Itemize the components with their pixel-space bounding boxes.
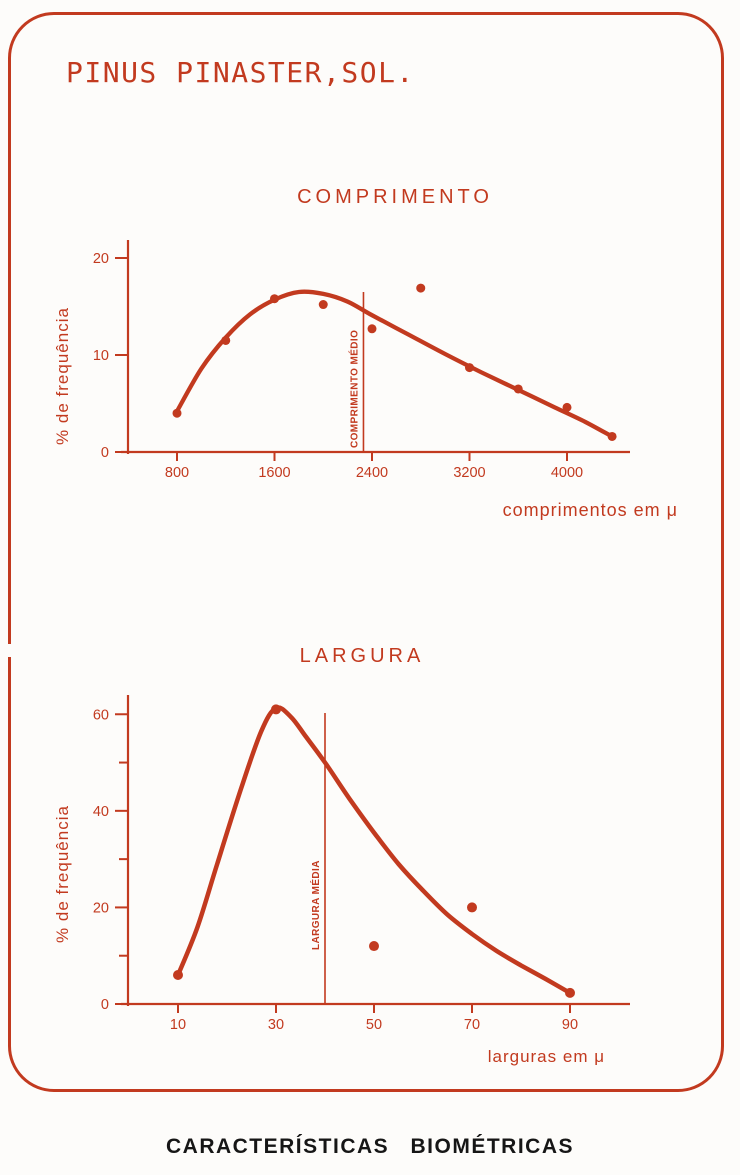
data-point bbox=[369, 941, 379, 952]
y-tick-label: 0 bbox=[101, 445, 109, 461]
page-title: PINUS PINASTER,SOL. bbox=[66, 56, 415, 89]
y-tick-label: 20 bbox=[93, 251, 109, 267]
x-tick-label: 30 bbox=[268, 1017, 284, 1033]
comprimento-chart-title: COMPRIMENTO bbox=[297, 186, 493, 208]
comprimento-x-axis-label: comprimentos em μ bbox=[502, 500, 678, 520]
data-point bbox=[221, 335, 231, 345]
plot-area: 0 20 40 60 10 30 50 70 90 LARGURA MÉDIA bbox=[93, 695, 630, 1033]
comprimento-chart: 0 10 20 800 1600 2400 3200 4000 COMPRIMENTO MÉDI… bbox=[93, 240, 630, 481]
x-tick-label: 10 bbox=[170, 1017, 186, 1033]
x-tick-label: 1600 bbox=[258, 465, 290, 481]
data-point bbox=[318, 300, 328, 310]
data-point bbox=[467, 902, 477, 913]
data-point bbox=[367, 324, 377, 334]
largura-y-axis-label: % de frequência bbox=[53, 805, 72, 943]
y-tick-label: 0 bbox=[101, 997, 109, 1013]
data-point bbox=[607, 431, 617, 441]
y-tick-label: 10 bbox=[93, 348, 109, 364]
mean-line-label: COMPRIMENTO MÉDIO bbox=[347, 330, 360, 448]
x-tick-label: 4000 bbox=[551, 465, 583, 481]
page-caption: CARACTERÍSTICAS BIOMÉTRICAS bbox=[165, 1135, 574, 1158]
x-tick-label: 70 bbox=[464, 1017, 480, 1033]
y-tick-label: 40 bbox=[93, 804, 109, 820]
largura-chart-title: LARGURA bbox=[299, 645, 425, 667]
data-point bbox=[270, 294, 279, 304]
x-tick-label: 90 bbox=[562, 1017, 578, 1033]
y-tick-label: 60 bbox=[93, 707, 109, 723]
comprimento-y-axis-label: % de frequência bbox=[53, 307, 72, 445]
data-point bbox=[416, 283, 426, 293]
data-point bbox=[562, 402, 572, 412]
y-tick-label: 20 bbox=[93, 900, 109, 916]
fitted-curve bbox=[175, 705, 573, 996]
x-tick-label: 2400 bbox=[356, 465, 388, 481]
fitted-curve bbox=[174, 289, 615, 439]
data-point bbox=[465, 363, 474, 373]
data-point bbox=[513, 384, 523, 394]
x-tick-label: 800 bbox=[165, 465, 189, 481]
plot-area: 0 10 20 800 1600 2400 3200 4000 COMPRIMENTO MÉDI… bbox=[93, 240, 630, 481]
page-border bbox=[8, 12, 724, 1092]
data-point bbox=[271, 704, 281, 715]
data-point bbox=[173, 970, 183, 981]
data-point bbox=[172, 408, 182, 418]
data-point bbox=[565, 987, 575, 998]
largura-x-axis-label: larguras em μ bbox=[487, 1047, 605, 1066]
x-tick-label: 3200 bbox=[453, 465, 485, 481]
border-scan-gap bbox=[5, 644, 15, 657]
largura-chart: 0 20 40 60 10 30 50 70 90 LARGURA MÉDIA bbox=[93, 695, 630, 1033]
x-tick-label: 50 bbox=[366, 1017, 382, 1033]
mean-line-label: LARGURA MÉDIA bbox=[309, 860, 322, 950]
